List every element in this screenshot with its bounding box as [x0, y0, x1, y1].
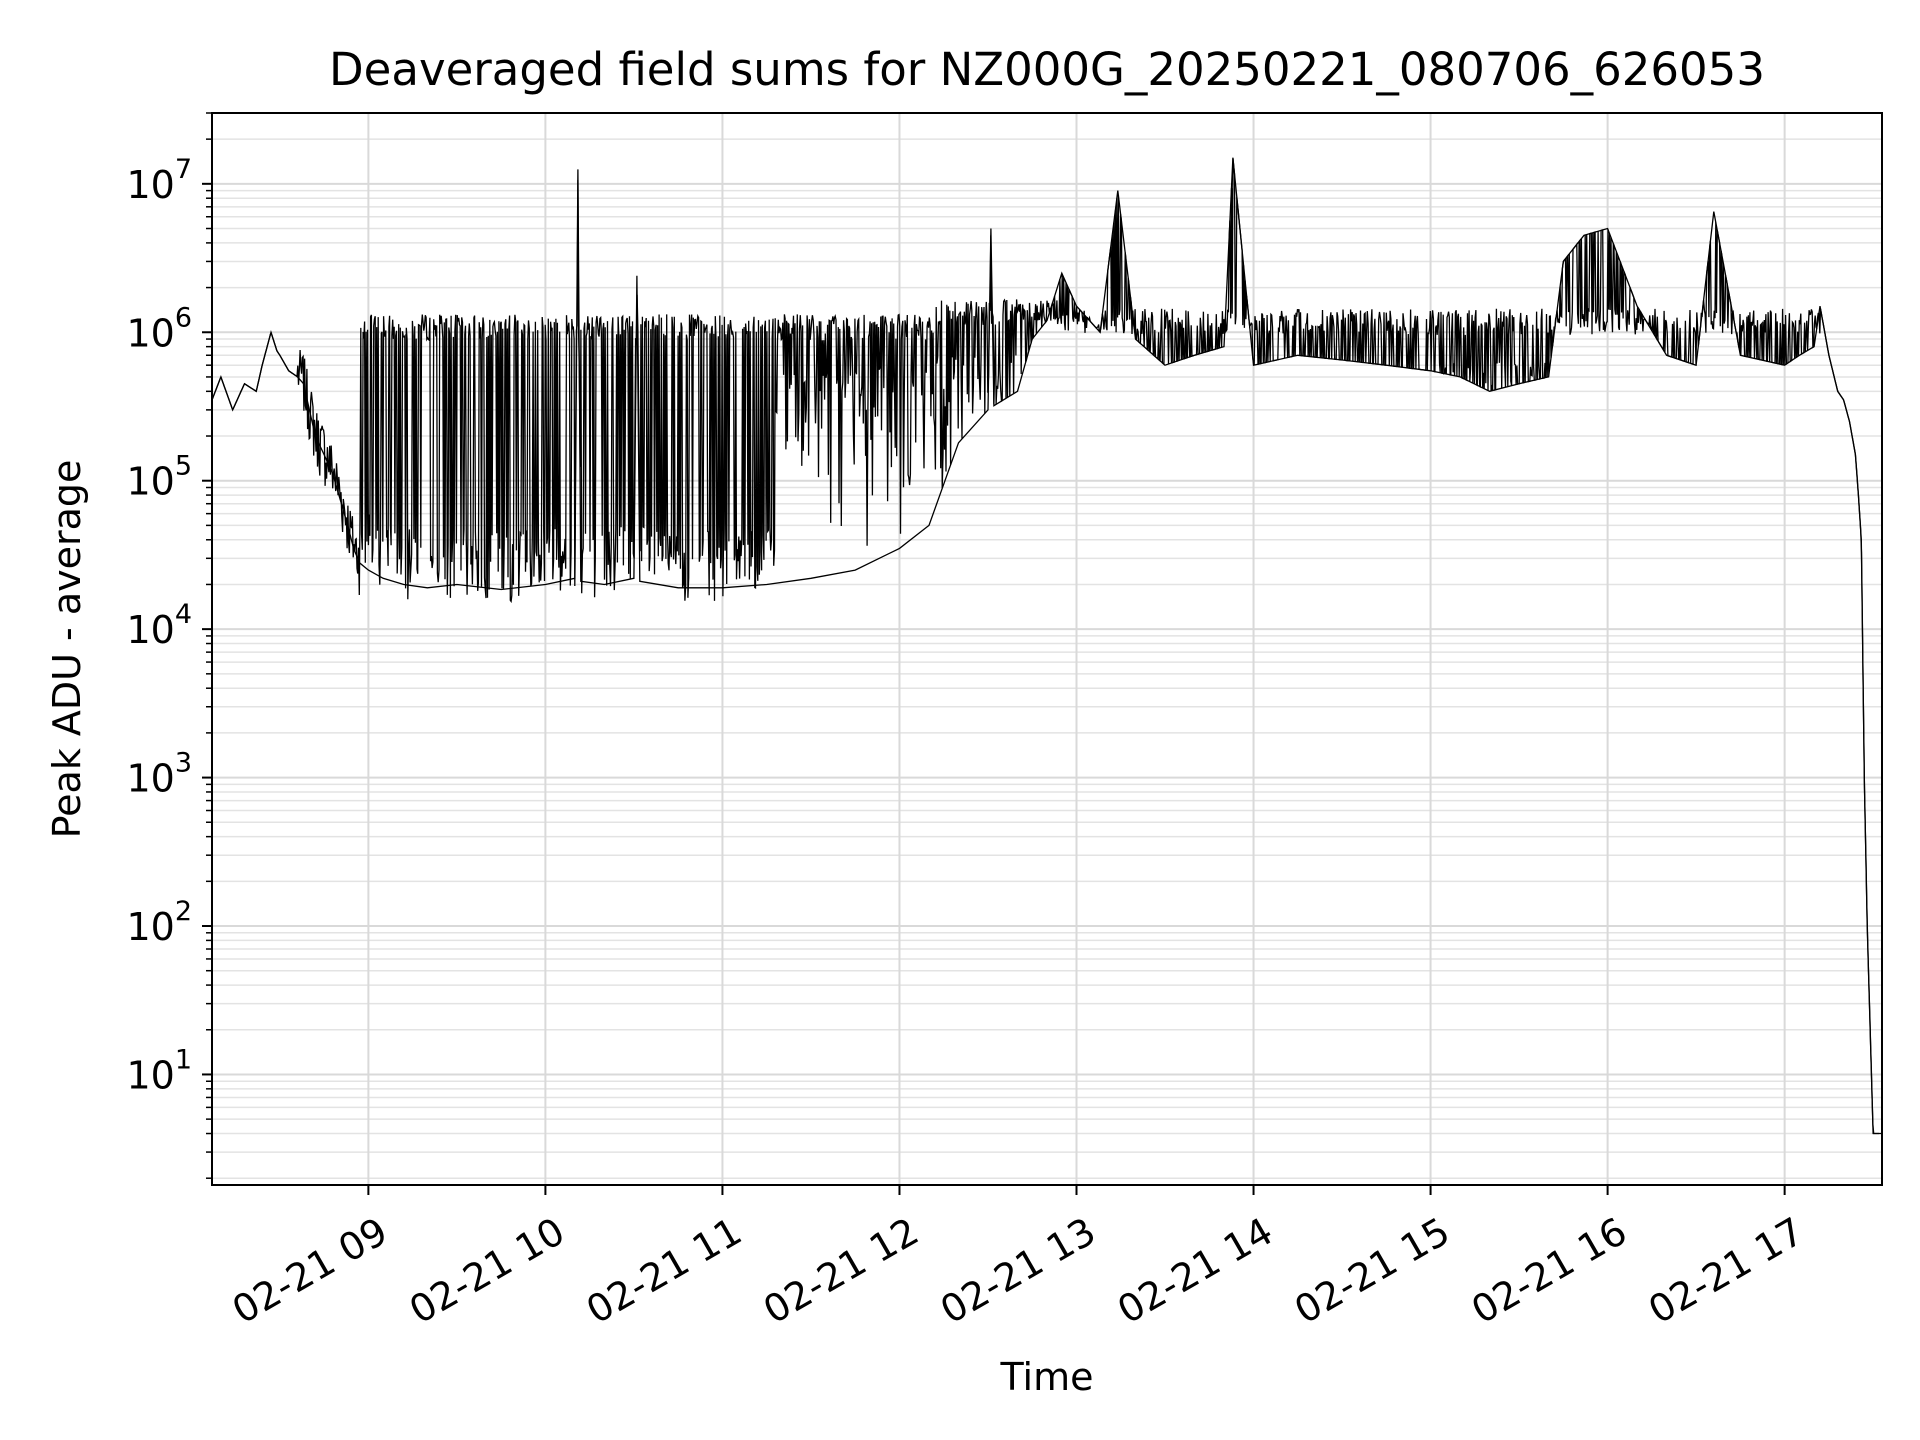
- y-tick-label: 103: [126, 748, 192, 801]
- grid: [212, 112, 1882, 1185]
- series-line-keypoints: [211, 157, 1879, 1135]
- y-tick-label: 104: [126, 599, 192, 652]
- y-axis-label: Peak ADU - average: [45, 460, 89, 839]
- y-tick-label: 105: [126, 451, 192, 504]
- y-tick-label: 101: [126, 1044, 192, 1097]
- x-axis-label: Time: [1000, 1355, 1094, 1399]
- y-tick-label: 102: [126, 896, 192, 949]
- series-line: [211, 158, 1882, 1135]
- plot-frame: [211, 112, 1883, 1186]
- series-layer: [211, 157, 1882, 1135]
- y-tick-label: 106: [126, 302, 192, 355]
- y-tick-label: 107: [126, 154, 192, 207]
- chart-title: Deaveraged field sums for NZ000G_2025022…: [329, 43, 1765, 96]
